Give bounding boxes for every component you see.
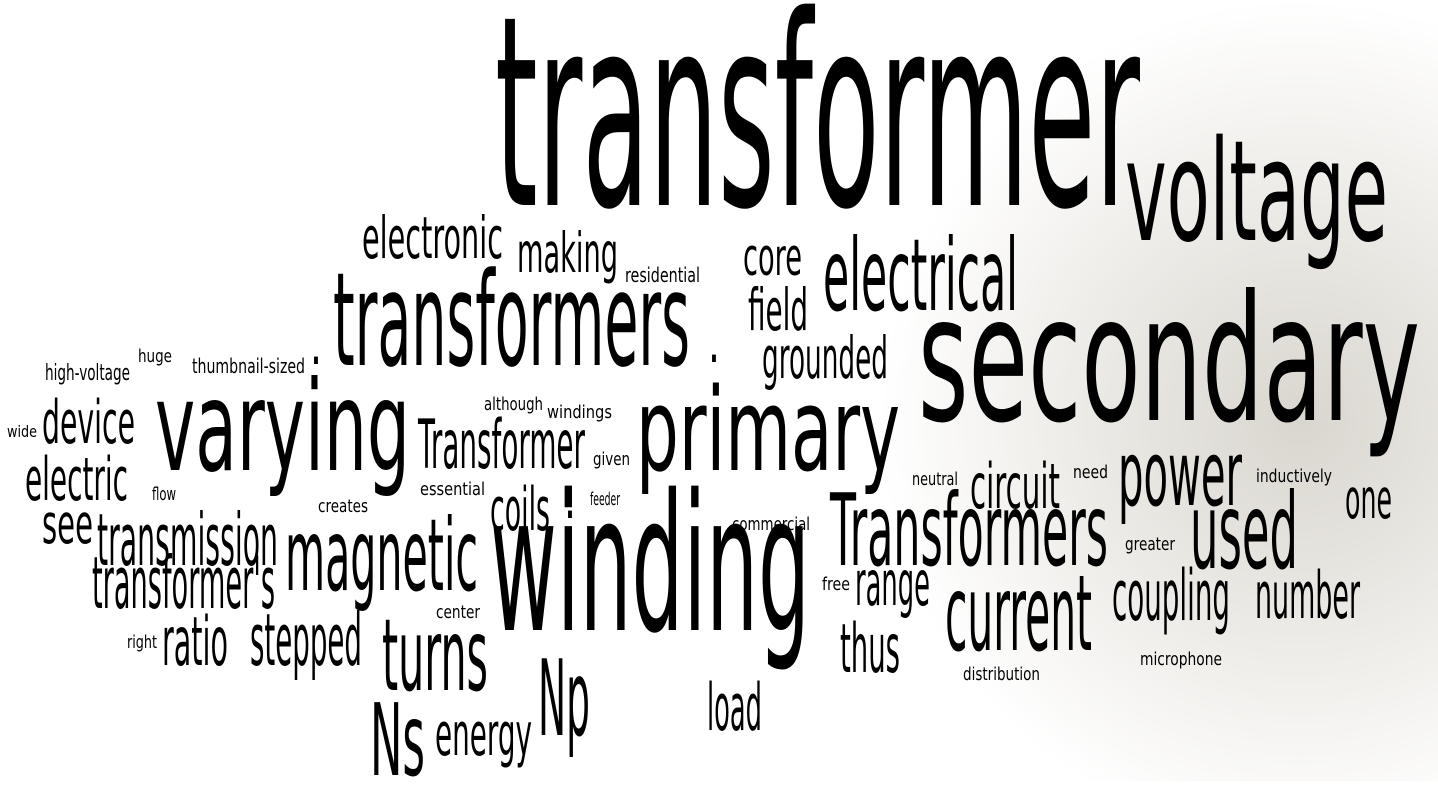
word: thus: [840, 610, 900, 689]
word: number: [1255, 559, 1360, 634]
word: varying: [155, 355, 410, 500]
word: one: [1345, 467, 1392, 531]
word: voltage: [1125, 111, 1388, 274]
word: Np: [538, 638, 590, 760]
word: load: [707, 671, 762, 746]
word-cloud: transformervoltageelectronicmakingreside…: [0, 0, 1438, 781]
word: see: [42, 492, 93, 556]
word: stepped: [250, 598, 362, 682]
word: high-voltage: [45, 361, 130, 386]
word: right: [127, 632, 157, 653]
word: wide: [7, 422, 37, 441]
word: ratio: [162, 603, 228, 682]
word: coupling: [1112, 555, 1230, 637]
word: energy: [435, 700, 532, 770]
word: Ns: [370, 682, 425, 781]
word: microphone: [1140, 649, 1222, 670]
word: current: [945, 553, 1092, 675]
word: greater: [1125, 534, 1175, 555]
word: distribution: [963, 664, 1040, 685]
word: free: [822, 574, 850, 595]
